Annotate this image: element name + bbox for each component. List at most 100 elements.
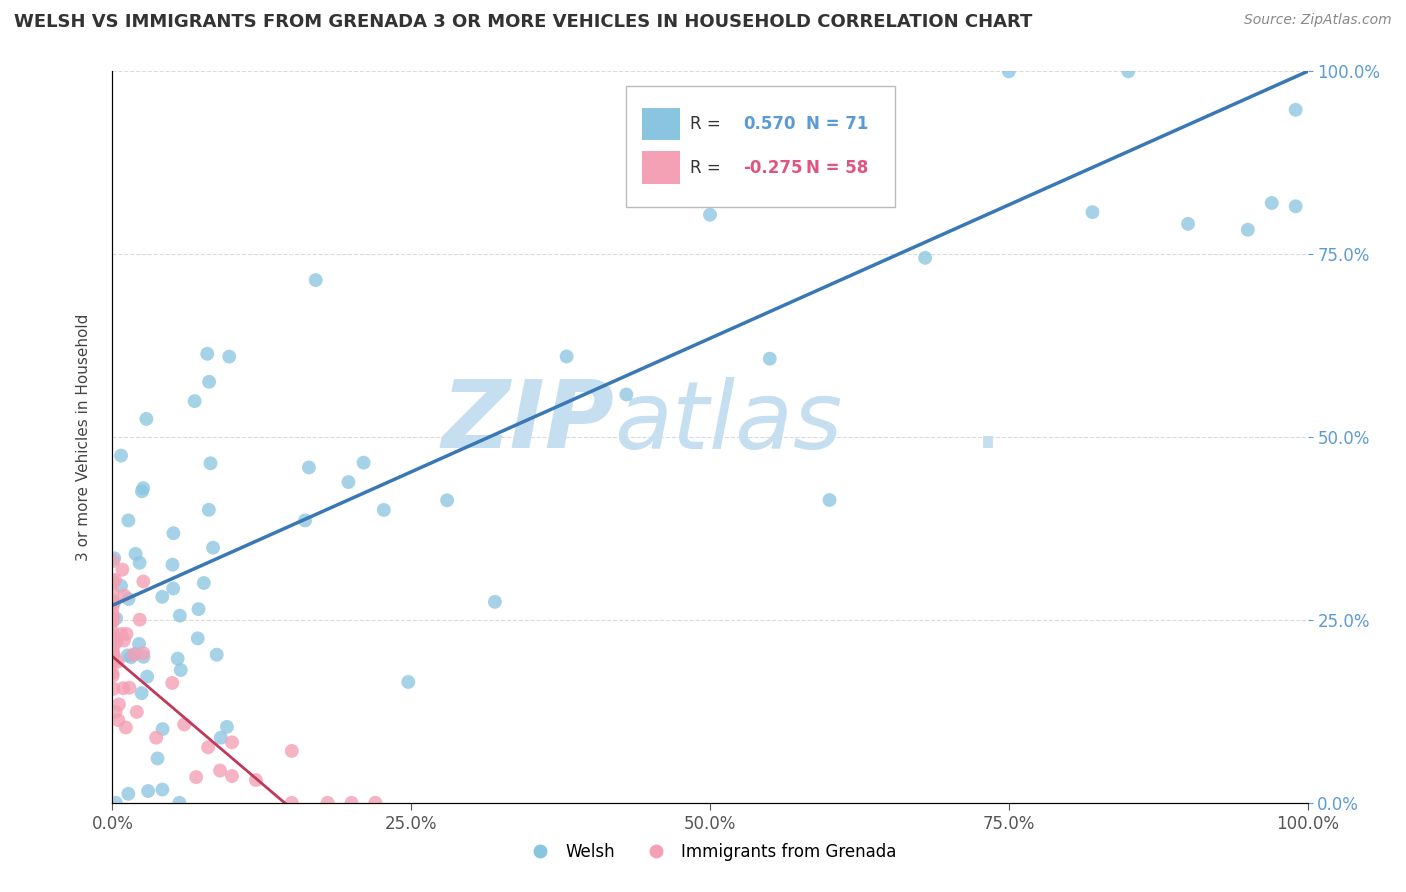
Point <box>281 744 304 758</box>
Point <box>198 375 221 389</box>
Point <box>353 456 375 470</box>
Point <box>132 481 155 495</box>
Bar <box>643 152 681 185</box>
Point <box>101 649 124 664</box>
Point <box>136 670 159 684</box>
Point <box>998 64 1021 78</box>
Point <box>124 547 146 561</box>
Point <box>555 350 578 364</box>
Point <box>103 647 125 661</box>
Point <box>281 796 304 810</box>
Text: N = 58: N = 58 <box>806 159 868 177</box>
Point <box>124 647 146 661</box>
Point <box>101 613 124 627</box>
Point <box>101 636 124 650</box>
Point <box>162 676 183 690</box>
Point <box>101 656 124 670</box>
Text: N = 71: N = 71 <box>806 115 868 133</box>
Point <box>186 770 208 784</box>
Point <box>101 597 124 611</box>
Point <box>305 273 328 287</box>
Point <box>616 387 638 401</box>
Point <box>150 590 173 604</box>
Point <box>101 668 124 682</box>
Point <box>132 574 155 589</box>
Point <box>115 627 138 641</box>
Point <box>200 456 222 470</box>
Text: .: . <box>973 376 1002 468</box>
Point <box>103 681 125 696</box>
Point <box>101 554 124 568</box>
Point <box>128 637 150 651</box>
Point <box>145 731 167 745</box>
Point <box>484 595 506 609</box>
Point <box>101 629 124 643</box>
Point <box>110 579 132 593</box>
Point <box>914 251 936 265</box>
Point <box>132 649 155 664</box>
Text: R =: R = <box>690 159 725 177</box>
Point <box>108 698 131 712</box>
Point <box>205 648 228 662</box>
Point <box>112 633 135 648</box>
Point <box>101 637 124 651</box>
Point <box>396 675 419 690</box>
Point <box>120 650 142 665</box>
Point <box>245 772 267 787</box>
Point <box>162 558 184 572</box>
Text: WELSH VS IMMIGRANTS FROM GRENADA 3 OR MORE VEHICLES IN HOUSEHOLD CORRELATION CHA: WELSH VS IMMIGRANTS FROM GRENADA 3 OR MO… <box>14 13 1032 31</box>
Point <box>169 796 191 810</box>
Point <box>107 713 129 727</box>
Point <box>103 611 125 625</box>
Point <box>101 615 124 629</box>
Point <box>173 717 195 731</box>
Point <box>193 576 215 591</box>
Point <box>104 573 127 587</box>
Point <box>117 591 139 606</box>
Point <box>101 574 124 588</box>
FancyBboxPatch shape <box>627 86 896 207</box>
Point <box>316 796 339 810</box>
Point <box>101 651 124 665</box>
Point <box>759 351 782 366</box>
Point <box>125 705 148 719</box>
Point <box>128 556 150 570</box>
Point <box>101 641 124 656</box>
Point <box>103 594 125 608</box>
Point <box>128 613 150 627</box>
Point <box>101 585 124 599</box>
Point <box>101 595 124 609</box>
Point <box>162 582 184 596</box>
Point <box>221 735 243 749</box>
Point <box>373 503 395 517</box>
Point <box>105 635 128 649</box>
Point <box>1285 103 1308 117</box>
Point <box>111 563 134 577</box>
Point <box>202 541 225 555</box>
Point <box>117 787 139 801</box>
Point <box>198 503 221 517</box>
Point <box>215 720 238 734</box>
Y-axis label: 3 or more Vehicles in Household: 3 or more Vehicles in Household <box>76 313 91 561</box>
Point <box>169 608 191 623</box>
Text: atlas: atlas <box>614 377 842 468</box>
Point <box>135 412 157 426</box>
Point <box>150 782 173 797</box>
Point <box>110 449 132 463</box>
Point <box>103 648 125 663</box>
Point <box>209 731 232 745</box>
Point <box>131 686 153 700</box>
Point <box>115 721 138 735</box>
Point <box>209 764 232 778</box>
Point <box>101 602 124 616</box>
Text: Source: ZipAtlas.com: Source: ZipAtlas.com <box>1244 13 1392 28</box>
Point <box>101 608 124 623</box>
Point <box>364 796 387 810</box>
Point <box>1177 217 1199 231</box>
Point <box>337 475 360 489</box>
Bar <box>643 108 681 140</box>
Point <box>187 602 209 616</box>
Point <box>1118 64 1140 78</box>
Point <box>187 632 209 646</box>
Point <box>298 460 321 475</box>
